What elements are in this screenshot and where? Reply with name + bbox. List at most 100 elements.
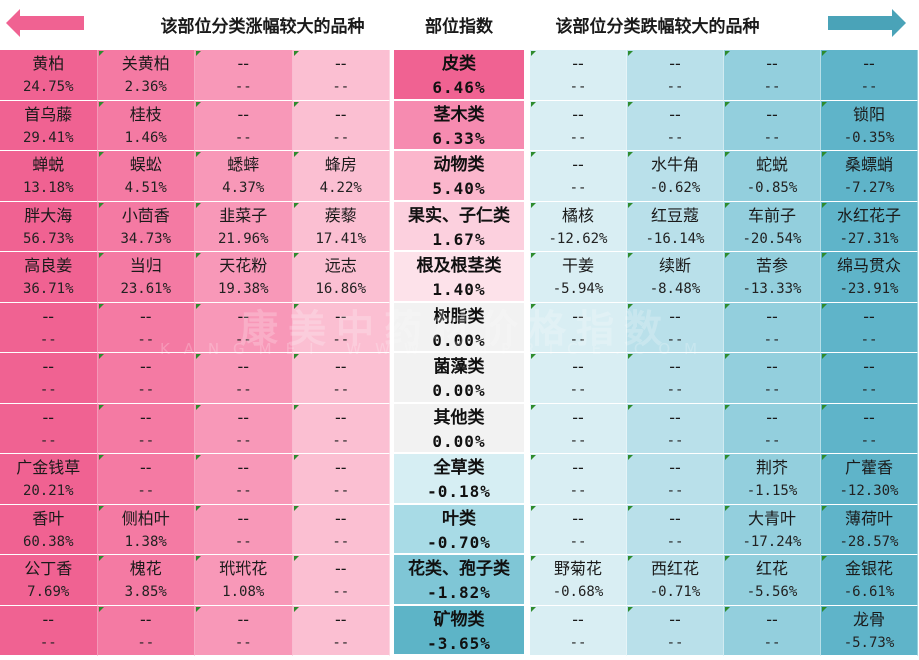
variety-name: -- xyxy=(334,458,347,477)
category-index-value: -1.82% xyxy=(427,583,491,602)
category-index-cell: 其他类 0.00% xyxy=(394,403,524,454)
variety-name: 桑螵蛸 xyxy=(844,155,893,174)
rise-variety-cell: -- -- xyxy=(97,302,195,353)
fall-variety-cell: 锁阳 -0.35% xyxy=(821,100,918,151)
rise-variety-cell: -- -- xyxy=(292,403,390,454)
category-name: 其他类 xyxy=(433,407,485,428)
variety-name: 玳玳花 xyxy=(219,559,268,578)
variety-name: 广藿香 xyxy=(844,458,893,477)
variety-change: -- xyxy=(137,634,155,651)
variety-change: -- xyxy=(332,432,350,449)
cell-marker-icon xyxy=(293,152,299,157)
variety-name: -- xyxy=(863,54,875,73)
variety-change: -28.57% xyxy=(839,533,899,550)
cell-marker-icon xyxy=(725,606,730,612)
variety-change: -- xyxy=(39,331,57,348)
variety-name: 橘核 xyxy=(561,205,594,225)
variety-change: -12.62% xyxy=(548,230,608,247)
variety-name: -- xyxy=(334,104,347,124)
variety-change: 60.38% xyxy=(22,533,74,550)
rise-variety-cell: 公丁香 7.69% xyxy=(0,555,98,606)
cell-marker-icon xyxy=(725,455,730,460)
cell-marker-icon xyxy=(725,253,730,258)
fall-variety-cell: 大青叶 -17.24% xyxy=(724,504,821,555)
fall-variety-cell: -- -- xyxy=(821,353,918,404)
cell-marker-icon xyxy=(628,556,633,561)
cell-marker-icon xyxy=(822,202,827,208)
fall-variety-cell: -- -- xyxy=(530,454,627,505)
cell-marker-icon xyxy=(822,253,827,258)
cell-marker-icon xyxy=(196,303,201,309)
variety-name: 锁阳 xyxy=(852,104,885,124)
fall-variety-cell: 橘核 -12.62% xyxy=(530,201,627,252)
variety-change: -- xyxy=(666,382,684,398)
variety-change: -- xyxy=(860,382,878,398)
fall-variety-cell: 续断 -8.48% xyxy=(627,252,724,303)
variety-change: -- xyxy=(569,331,587,348)
variety-change: -- xyxy=(234,382,252,398)
variety-name: -- xyxy=(334,54,347,73)
fall-variety-cell: -- -- xyxy=(724,353,821,404)
variety-change: 23.61% xyxy=(120,281,172,297)
cell-marker-icon xyxy=(725,354,730,359)
rise-variety-cell: -- -- xyxy=(292,454,390,505)
variety-change: -- xyxy=(234,483,252,499)
cell-marker-icon xyxy=(531,455,536,460)
variety-change: -- xyxy=(39,432,57,449)
variety-change: -- xyxy=(569,634,587,651)
variety-change: -- xyxy=(332,129,350,146)
variety-change: -13.33% xyxy=(742,281,802,297)
variety-name: 荆芥 xyxy=(755,458,788,477)
cell-marker-icon xyxy=(822,354,827,359)
rise-variety-cell: -- -- xyxy=(195,100,293,151)
variety-name: -- xyxy=(863,357,875,376)
cell-marker-icon xyxy=(98,606,104,612)
variety-change: -- xyxy=(666,129,684,146)
variety-name: -- xyxy=(669,357,681,376)
cell-marker-icon xyxy=(98,404,104,410)
variety-name: 蜂房 xyxy=(324,155,357,174)
fall-variety-cell: 薄荷叶 -28.57% xyxy=(821,504,918,555)
variety-change: -- xyxy=(763,331,781,348)
variety-name: 桂枝 xyxy=(129,104,162,124)
variety-change: 17.41% xyxy=(315,230,367,247)
cell-marker-icon xyxy=(293,606,299,612)
cell-marker-icon xyxy=(98,354,104,359)
cell-marker-icon xyxy=(293,253,299,258)
rise-variety-cell: 关黄柏 2.36% xyxy=(97,50,195,101)
cell-marker-icon xyxy=(725,404,730,410)
variety-name: -- xyxy=(334,357,347,376)
category-name: 皮类 xyxy=(442,54,476,74)
variety-name: -- xyxy=(766,609,778,629)
category-index-value: 5.40% xyxy=(432,179,486,198)
variety-name: -- xyxy=(334,559,347,578)
variety-change: -- xyxy=(137,331,155,348)
variety-name: -- xyxy=(669,508,681,528)
variety-change: -- xyxy=(666,432,684,449)
variety-name: -- xyxy=(766,407,778,427)
cell-marker-icon xyxy=(98,51,104,56)
cell-marker-icon xyxy=(822,152,827,157)
category-index-value: 6.33% xyxy=(432,128,486,148)
variety-name: 香叶 xyxy=(32,508,65,528)
variety-name: 干姜 xyxy=(561,256,594,275)
rise-variety-cell: -- -- xyxy=(195,605,293,656)
fall-variety-cell: 红花 -5.56% xyxy=(724,555,821,606)
variety-name: -- xyxy=(766,54,778,73)
variety-name: 苦参 xyxy=(755,256,788,275)
variety-name: -- xyxy=(334,609,347,629)
cell-marker-icon xyxy=(628,404,633,410)
variety-name: 野菊花 xyxy=(553,559,602,578)
fall-variety-cell: 金银花 -6.61% xyxy=(821,555,918,606)
variety-name: 龙骨 xyxy=(852,609,885,629)
fall-variety-cell: -- -- xyxy=(724,403,821,454)
variety-name: 蛇蜕 xyxy=(755,155,788,174)
category-index-cell: 叶类 -0.70% xyxy=(394,504,524,555)
fall-variety-cell: 广藿香 -12.30% xyxy=(821,454,918,505)
variety-change: 1.38% xyxy=(124,533,167,550)
variety-change: -- xyxy=(332,584,350,600)
variety-change: -0.35% xyxy=(843,129,895,146)
variety-change: -- xyxy=(666,331,684,348)
category-name: 树脂类 xyxy=(433,306,485,327)
variety-change: 4.22% xyxy=(319,180,362,196)
